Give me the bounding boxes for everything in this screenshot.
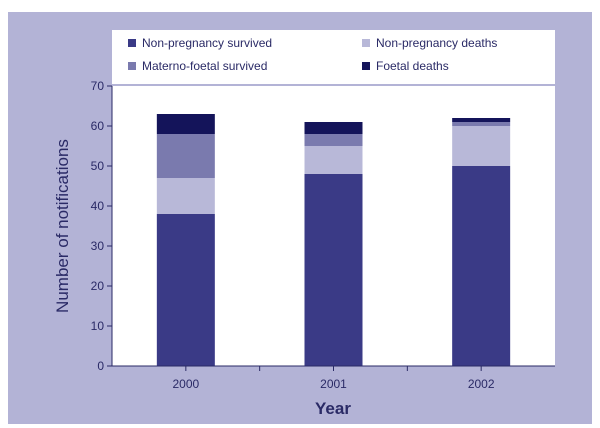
y-tick-label: 70 [91, 79, 105, 93]
bar-foetal-deaths-2002 [452, 118, 511, 122]
legend-label-non-pregnancy-survived: Non-pregnancy survived [142, 36, 272, 50]
y-tick-label: 0 [97, 359, 104, 373]
x-tick-label-2001: 2001 [320, 377, 347, 391]
x-tick-label-2002: 2002 [468, 377, 495, 391]
x-axis: 2000 2001 2002 [112, 365, 555, 391]
y-tick-label: 60 [91, 119, 105, 133]
y-axis: 0 10 20 30 40 50 60 70 [91, 79, 113, 373]
legend-swatch-non-pregnancy-deaths [362, 39, 370, 47]
bar-non-pregnancy-survived-2000 [156, 214, 215, 366]
y-tick-label: 50 [91, 159, 105, 173]
legend-swatch-non-pregnancy-survived [128, 39, 136, 47]
bar-non-pregnancy-survived-2001 [304, 174, 363, 366]
legend: Non-pregnancy survived Non-pregnancy deat… [128, 36, 497, 73]
y-tick-label: 40 [91, 199, 105, 213]
legend-box [112, 30, 555, 84]
bar-materno-foetal-survived-2000 [156, 134, 215, 178]
bar-foetal-deaths-2000 [156, 114, 215, 134]
x-axis-title: Year [315, 399, 351, 418]
bar-non-pregnancy-deaths-2000 [156, 178, 215, 214]
legend-label-foetal-deaths: Foetal deaths [376, 59, 449, 73]
bar-materno-foetal-survived-2002 [452, 122, 511, 126]
y-tick-label: 10 [91, 319, 105, 333]
bars-group [156, 114, 511, 366]
bar-non-pregnancy-survived-2002 [452, 166, 511, 366]
bar-non-pregnancy-deaths-2002 [452, 126, 511, 166]
y-tick-label: 30 [91, 239, 105, 253]
y-axis-title: Number of notifications [53, 139, 72, 313]
bar-materno-foetal-survived-2001 [304, 134, 363, 146]
bar-non-pregnancy-deaths-2001 [304, 146, 363, 174]
bar-foetal-deaths-2001 [304, 122, 363, 134]
legend-label-materno-foetal-survived: Materno-foetal survived [142, 59, 267, 73]
legend-swatch-foetal-deaths [362, 62, 370, 70]
legend-swatch-materno-foetal-survived [128, 62, 136, 70]
legend-label-non-pregnancy-deaths: Non-pregnancy deaths [376, 36, 497, 50]
y-tick-label: 20 [91, 279, 105, 293]
x-tick-label-2000: 2000 [172, 377, 199, 391]
